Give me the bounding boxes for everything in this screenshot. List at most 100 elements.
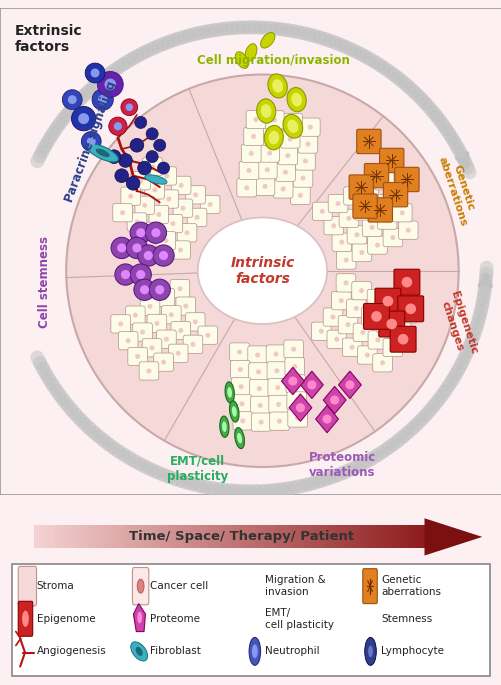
Bar [358, 525, 364, 549]
FancyBboxPatch shape [367, 236, 386, 254]
Bar [165, 525, 172, 549]
Circle shape [91, 68, 99, 77]
Polygon shape [289, 394, 311, 421]
Circle shape [293, 382, 298, 386]
Bar [318, 525, 325, 549]
FancyBboxPatch shape [268, 379, 287, 397]
Bar [297, 525, 304, 549]
FancyBboxPatch shape [366, 289, 386, 308]
Bar [200, 525, 206, 549]
FancyBboxPatch shape [348, 175, 373, 199]
FancyBboxPatch shape [140, 297, 159, 316]
Bar [39, 525, 46, 549]
Ellipse shape [236, 433, 241, 443]
FancyBboxPatch shape [331, 292, 351, 310]
Text: Cell migration/invasion: Cell migration/invasion [197, 53, 350, 66]
Text: EMT/cell
plasticity: EMT/cell plasticity [167, 455, 228, 482]
FancyBboxPatch shape [383, 182, 407, 207]
Circle shape [269, 134, 274, 139]
Circle shape [389, 303, 394, 309]
Circle shape [159, 251, 168, 260]
Bar [95, 525, 101, 549]
FancyBboxPatch shape [346, 299, 365, 317]
Circle shape [386, 319, 396, 329]
Circle shape [137, 612, 142, 623]
FancyBboxPatch shape [245, 110, 265, 129]
Circle shape [302, 158, 307, 164]
Bar [244, 525, 251, 549]
FancyBboxPatch shape [382, 297, 401, 315]
Circle shape [109, 117, 127, 136]
FancyBboxPatch shape [267, 362, 286, 380]
Circle shape [128, 194, 133, 199]
FancyBboxPatch shape [185, 313, 204, 331]
Bar [81, 525, 88, 549]
FancyBboxPatch shape [142, 158, 162, 176]
Bar [100, 525, 106, 549]
Bar [79, 525, 85, 549]
FancyBboxPatch shape [156, 232, 175, 250]
Circle shape [137, 245, 159, 266]
Circle shape [297, 193, 302, 198]
Bar [218, 525, 224, 549]
FancyBboxPatch shape [149, 206, 168, 223]
Circle shape [115, 264, 136, 285]
FancyBboxPatch shape [132, 567, 148, 605]
FancyBboxPatch shape [286, 392, 306, 410]
Circle shape [114, 122, 122, 130]
Circle shape [307, 380, 316, 389]
FancyBboxPatch shape [128, 347, 147, 366]
FancyBboxPatch shape [269, 412, 289, 430]
Bar [305, 525, 311, 549]
Bar [197, 525, 203, 549]
Text: Time/ Space/ Therapy/ Patient: Time/ Space/ Therapy/ Patient [129, 530, 353, 543]
FancyBboxPatch shape [376, 314, 395, 333]
FancyBboxPatch shape [200, 195, 219, 214]
Text: Neutrophil: Neutrophil [265, 647, 320, 656]
Bar [371, 525, 377, 549]
Bar [74, 525, 80, 549]
Circle shape [126, 237, 147, 258]
FancyBboxPatch shape [183, 335, 202, 353]
Ellipse shape [227, 387, 231, 398]
Circle shape [257, 386, 262, 391]
Bar [47, 525, 54, 549]
Circle shape [305, 142, 310, 147]
Circle shape [391, 194, 396, 199]
Circle shape [381, 178, 386, 184]
Circle shape [330, 314, 335, 319]
FancyBboxPatch shape [384, 187, 403, 206]
Bar [302, 525, 309, 549]
FancyBboxPatch shape [185, 186, 205, 204]
Bar [378, 525, 385, 549]
Bar [381, 525, 388, 549]
Circle shape [136, 270, 145, 279]
FancyBboxPatch shape [285, 358, 304, 376]
Circle shape [243, 186, 248, 190]
Polygon shape [338, 371, 361, 399]
Circle shape [271, 117, 276, 123]
Circle shape [404, 312, 409, 316]
Bar [239, 525, 245, 549]
Bar [373, 525, 380, 549]
Bar [347, 525, 353, 549]
Circle shape [148, 229, 153, 234]
Bar [234, 525, 240, 549]
FancyBboxPatch shape [331, 233, 351, 251]
Bar [249, 525, 256, 549]
Circle shape [248, 637, 260, 665]
FancyBboxPatch shape [280, 130, 300, 148]
Circle shape [150, 164, 155, 169]
Bar [405, 525, 411, 549]
FancyBboxPatch shape [362, 569, 377, 603]
FancyBboxPatch shape [170, 241, 190, 259]
Circle shape [367, 645, 372, 657]
FancyBboxPatch shape [323, 216, 343, 235]
Circle shape [398, 329, 403, 334]
Bar [255, 525, 262, 549]
Circle shape [295, 403, 305, 412]
FancyBboxPatch shape [111, 314, 130, 333]
Ellipse shape [287, 120, 298, 133]
Ellipse shape [221, 421, 226, 432]
Text: Stroma: Stroma [37, 581, 74, 591]
